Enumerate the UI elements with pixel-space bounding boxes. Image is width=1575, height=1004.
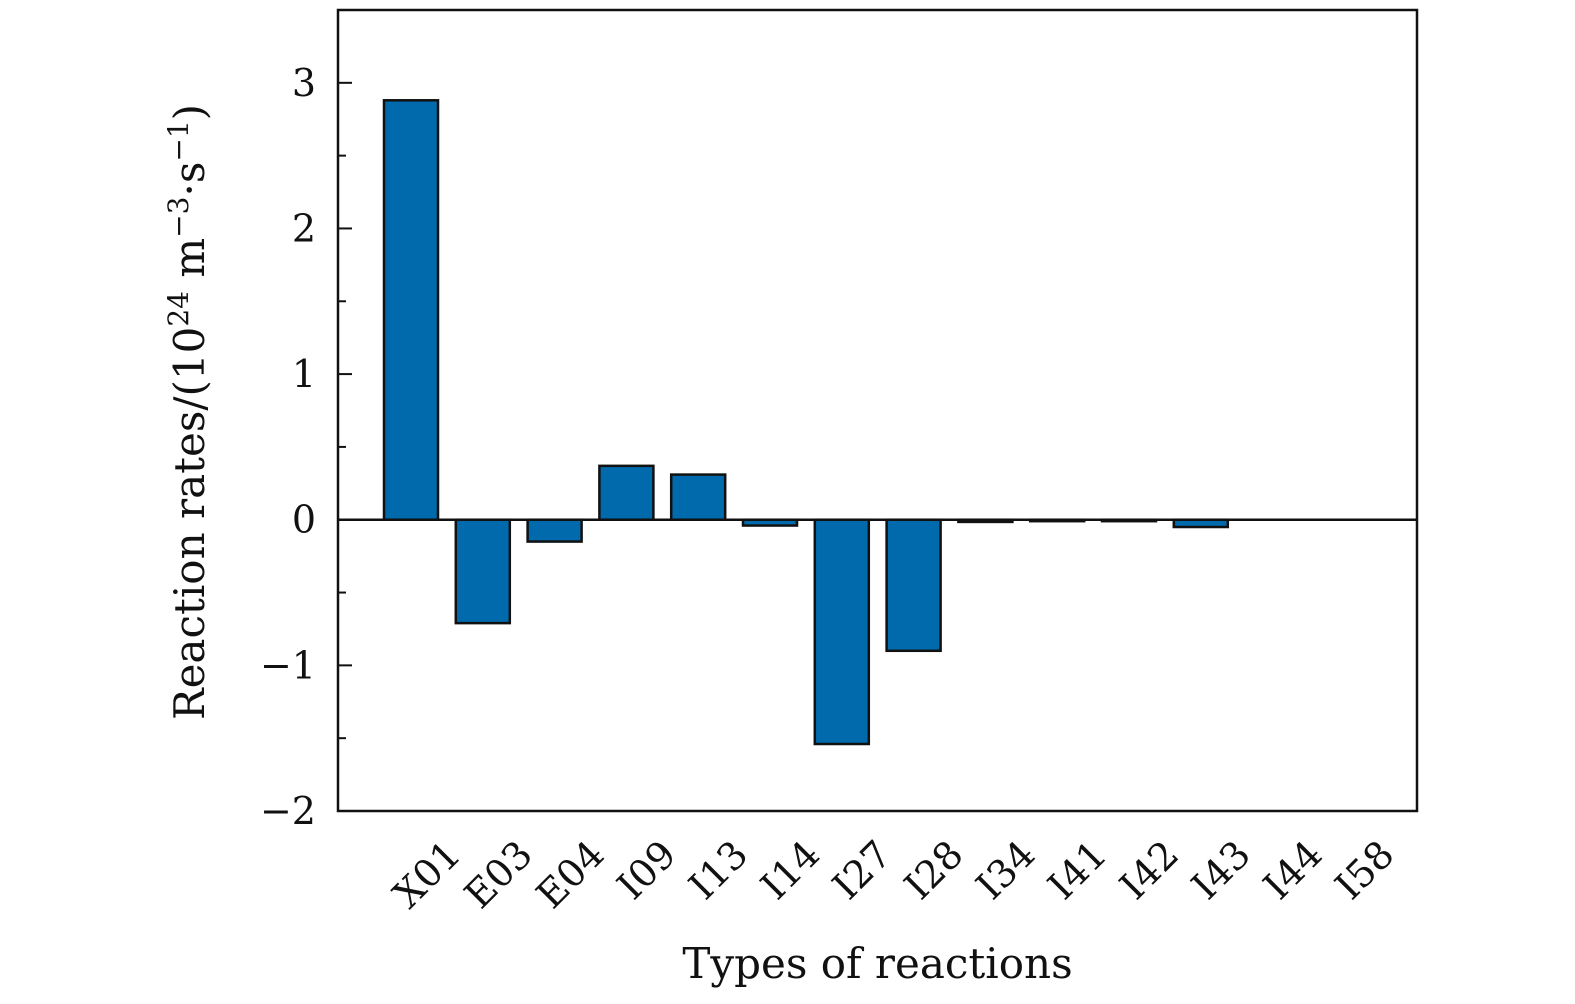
x-tick-label: I13 bbox=[680, 832, 756, 908]
x-tick-label: I09 bbox=[609, 832, 685, 908]
x-tick-label: I58 bbox=[1327, 832, 1403, 908]
x-tick-label: I42 bbox=[1111, 832, 1187, 908]
y-axis-title-mid: m bbox=[165, 238, 214, 291]
x-tick-label: E04 bbox=[528, 832, 613, 917]
y-axis-title-exp1: 24 bbox=[162, 291, 195, 327]
x-tick-label: I14 bbox=[752, 832, 828, 908]
y-tick-label: 0 bbox=[292, 498, 316, 542]
y-axis-title-end: ) bbox=[165, 104, 214, 120]
x-tick-label: I41 bbox=[1039, 832, 1115, 908]
x-tick-label: E03 bbox=[456, 832, 541, 917]
x-tick-label: I28 bbox=[896, 832, 972, 908]
x-tick-label: I43 bbox=[1183, 832, 1259, 908]
bar-i13 bbox=[669, 473, 727, 521]
x-tick-label: X01 bbox=[385, 832, 469, 916]
bar-i28 bbox=[885, 518, 942, 653]
y-axis-title: Reaction rates/(1024 m−3·s−1) bbox=[162, 104, 214, 720]
y-axis-title-mid2: ·s bbox=[165, 162, 214, 197]
y-axis-title-exp3: −1 bbox=[162, 120, 195, 161]
bar-x01 bbox=[382, 99, 440, 521]
y-axis-title-exp2: −3 bbox=[162, 197, 195, 238]
x-axis-title: Types of reactions bbox=[682, 939, 1072, 988]
y-axis-title-main: Reaction rates/(10 bbox=[165, 327, 214, 720]
y-tick-label: −2 bbox=[260, 789, 316, 833]
bar-e04 bbox=[526, 518, 583, 543]
bars-layer bbox=[382, 99, 1372, 746]
x-tick-label: I34 bbox=[968, 832, 1044, 908]
x-tick-label: I44 bbox=[1255, 832, 1331, 908]
x-tick-label: I27 bbox=[824, 832, 900, 908]
y-tick-label: −1 bbox=[260, 643, 316, 687]
bar-i09 bbox=[598, 464, 655, 521]
plot-frame bbox=[336, 8, 1419, 813]
y-tick-label: 2 bbox=[292, 206, 316, 250]
bar-i27 bbox=[813, 518, 871, 746]
y-tick-label: 1 bbox=[292, 352, 316, 396]
bar-e03 bbox=[454, 518, 512, 625]
y-tick-label: 3 bbox=[292, 61, 316, 105]
y-ticks-layer: −2 −1 0 1 2 3 bbox=[260, 9, 352, 833]
x-category-labels: X01E03E04I09I13I14I27I28I34I41I42I43I44I… bbox=[385, 832, 1403, 917]
